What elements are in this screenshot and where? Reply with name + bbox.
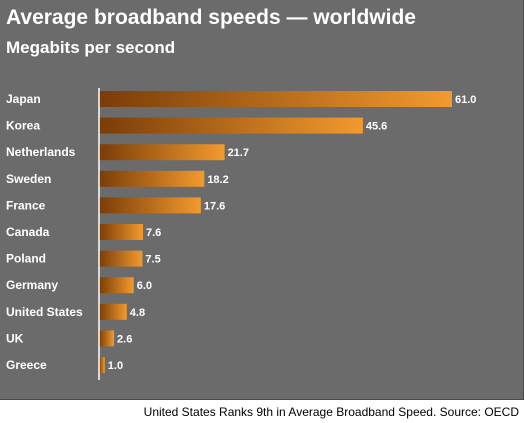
bar (99, 224, 143, 240)
value-label: 4.8 (130, 307, 145, 319)
value-label: 17.6 (204, 200, 225, 212)
category-label: Korea (6, 119, 40, 133)
category-label: Netherlands (6, 145, 76, 159)
category-label: France (6, 198, 46, 212)
category-label: Poland (6, 252, 46, 266)
chart-title: Average broadband speeds — worldwide (6, 6, 416, 29)
value-label: 45.6 (366, 121, 387, 133)
bar (99, 357, 105, 373)
bar (99, 91, 452, 107)
category-label: UK (6, 331, 24, 345)
value-label: 21.7 (228, 147, 249, 159)
value-label: 2.6 (117, 333, 132, 345)
bar (99, 144, 225, 161)
bar-chart: Japan 61.0 Korea 45.6 Netherlands 21.7 Sweden 1… (6, 88, 476, 380)
bar (99, 197, 201, 214)
bar (99, 250, 143, 267)
value-label: 6.0 (137, 280, 152, 292)
value-label: 61.0 (455, 94, 476, 106)
category-label: Sweden (6, 172, 51, 186)
bar (99, 170, 205, 187)
value-label: 18.2 (207, 174, 228, 186)
bar (99, 303, 127, 320)
category-label: Canada (6, 225, 50, 239)
value-label: 7.5 (145, 254, 160, 266)
bar (99, 277, 134, 294)
category-label: Japan (6, 92, 41, 106)
category-label: United States (6, 305, 83, 319)
category-label: Germany (6, 278, 58, 292)
chart-subtitle: Megabits per second (6, 38, 176, 57)
bar (99, 330, 115, 347)
category-label: Greece (6, 358, 47, 372)
value-label: 7.6 (146, 227, 161, 239)
figure-caption: United States Ranks 9th in Average Broad… (143, 405, 519, 419)
bar (99, 117, 363, 134)
value-label: 1.0 (108, 360, 123, 372)
chart-panel: Average broadband speeds — worldwide Meg… (0, 0, 524, 400)
